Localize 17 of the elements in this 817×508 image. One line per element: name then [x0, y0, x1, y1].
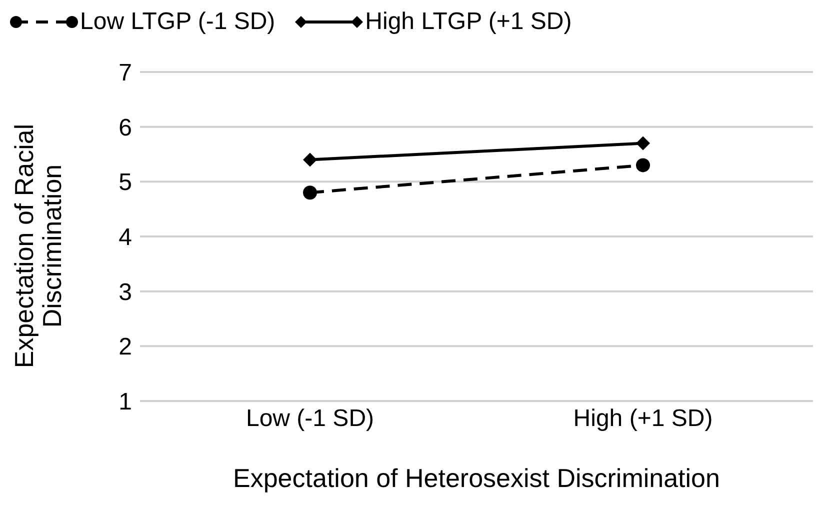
y-tick-label: 7	[118, 60, 132, 87]
y-axis-title: Expectation of Racial Discrimination	[9, 122, 67, 370]
x-axis-title: Expectation of Heterosexist Discrimination	[233, 463, 720, 493]
y-tick-label: 4	[118, 224, 132, 252]
point	[636, 136, 650, 150]
legend-label: Low LTGP (-1 SD)	[80, 8, 276, 36]
point	[636, 158, 650, 172]
x-tick-label: High (+1 SD)	[573, 405, 713, 432]
x-tick-label: Low (-1 SD)	[246, 405, 374, 432]
y-tick-label: 3	[118, 278, 132, 306]
y-tick-label: 2	[118, 334, 132, 361]
point	[303, 152, 317, 167]
point	[303, 186, 317, 200]
y-tick-label: 5	[118, 169, 132, 196]
legend-label: High LTGP (+1 SD)	[365, 8, 572, 36]
y-tick-label: 1	[118, 388, 132, 416]
y-tick-label: 6	[118, 114, 132, 142]
